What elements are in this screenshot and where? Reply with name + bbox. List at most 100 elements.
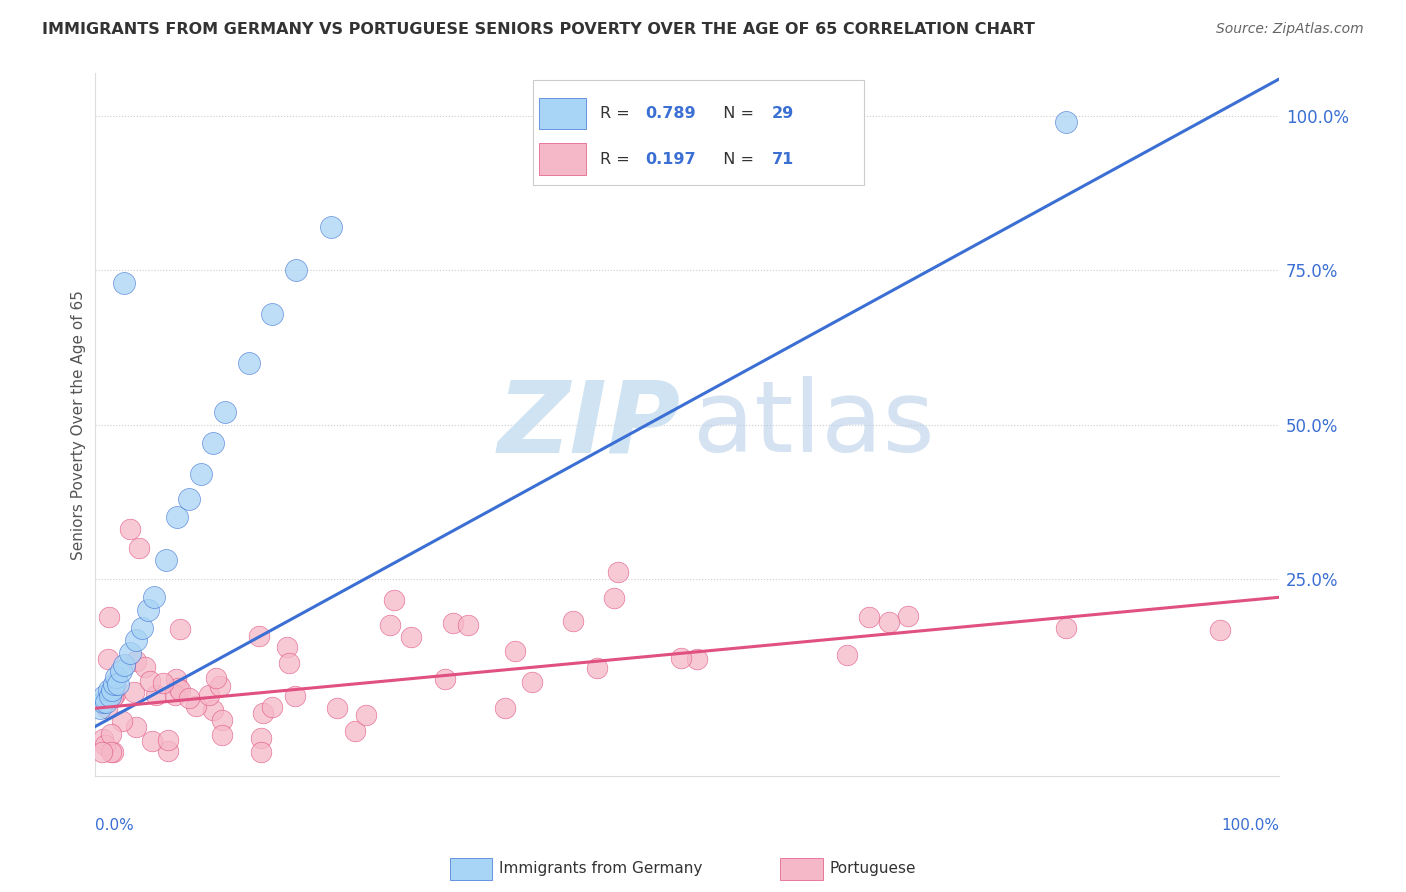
Text: 100.0%: 100.0% <box>1220 818 1279 833</box>
Text: 0.0%: 0.0% <box>94 818 134 833</box>
Text: N =: N = <box>713 152 759 167</box>
Point <box>98 689 121 703</box>
Point <box>136 602 159 616</box>
Point <box>284 263 307 277</box>
Point <box>138 673 160 688</box>
Point <box>100 727 122 741</box>
Point <box>101 691 124 706</box>
Point <box>145 689 167 703</box>
Point <box>262 699 284 714</box>
Point <box>112 658 135 673</box>
Point <box>141 734 163 748</box>
Text: R =: R = <box>600 106 636 121</box>
Text: 0.789: 0.789 <box>645 106 696 121</box>
Point <box>238 356 260 370</box>
Point <box>128 541 150 555</box>
Point <box>198 688 221 702</box>
Y-axis label: Seniors Poverty Over the Age of 65: Seniors Poverty Over the Age of 65 <box>72 290 86 559</box>
Point <box>122 684 145 698</box>
Text: atlas: atlas <box>693 376 934 473</box>
Point <box>326 701 349 715</box>
Point <box>603 591 626 605</box>
Point <box>343 724 366 739</box>
Text: Immigrants from Germany: Immigrants from Germany <box>499 862 703 876</box>
Point <box>124 720 146 734</box>
Point <box>163 688 186 702</box>
Point <box>100 745 122 759</box>
Point <box>457 618 479 632</box>
Point <box>98 609 121 624</box>
Point <box>104 671 127 685</box>
Point <box>96 701 118 715</box>
Point <box>142 591 165 605</box>
Point <box>354 708 377 723</box>
Point <box>101 682 124 697</box>
Point <box>561 614 583 628</box>
Point <box>179 491 201 506</box>
Point <box>125 633 148 648</box>
Point <box>169 682 191 697</box>
Point <box>155 553 177 567</box>
Point <box>835 648 858 663</box>
Point <box>91 732 114 747</box>
Text: R =: R = <box>600 152 636 167</box>
Point <box>201 703 224 717</box>
Point <box>120 523 142 537</box>
Point <box>91 745 114 759</box>
Text: Portuguese: Portuguese <box>830 862 917 876</box>
Point <box>503 644 526 658</box>
Point <box>89 701 111 715</box>
Point <box>441 616 464 631</box>
Point <box>157 744 180 758</box>
Point <box>110 665 132 679</box>
Point <box>897 608 920 623</box>
Point <box>111 714 134 728</box>
Point <box>131 621 153 635</box>
Point <box>214 405 236 419</box>
Point <box>184 698 207 713</box>
Point <box>166 510 188 524</box>
Point <box>97 682 120 697</box>
Point <box>671 651 693 665</box>
Point <box>858 609 880 624</box>
Point <box>107 676 129 690</box>
Text: IMMIGRANTS FROM GERMANY VS PORTUGUESE SENIORS POVERTY OVER THE AGE OF 65 CORRELA: IMMIGRANTS FROM GERMANY VS PORTUGUESE SE… <box>42 22 1035 37</box>
Point <box>125 654 148 668</box>
Point <box>1208 623 1230 637</box>
Text: 0.197: 0.197 <box>645 152 696 167</box>
Text: ZIP: ZIP <box>498 376 681 473</box>
Point <box>247 629 270 643</box>
Point <box>93 689 115 703</box>
Point <box>211 713 233 727</box>
FancyBboxPatch shape <box>533 80 865 186</box>
Point <box>399 630 422 644</box>
Point <box>94 739 117 753</box>
Text: 29: 29 <box>772 106 794 121</box>
Text: Source: ZipAtlas.com: Source: ZipAtlas.com <box>1216 22 1364 37</box>
Point <box>382 592 405 607</box>
Point <box>91 695 114 709</box>
Point <box>208 679 231 693</box>
Point <box>250 745 273 759</box>
Point <box>284 690 307 704</box>
Point <box>179 690 201 705</box>
Text: N =: N = <box>713 106 759 121</box>
Point <box>606 565 628 579</box>
Point <box>262 307 284 321</box>
FancyBboxPatch shape <box>538 144 586 175</box>
Point <box>165 672 187 686</box>
Point <box>249 731 271 745</box>
Point <box>211 728 233 742</box>
Point <box>494 701 516 715</box>
Point <box>156 733 179 747</box>
Point <box>877 615 900 629</box>
Point <box>120 646 142 660</box>
Point <box>321 220 343 235</box>
Point <box>101 745 124 759</box>
Point <box>276 640 298 654</box>
Point <box>685 652 707 666</box>
Point <box>112 276 135 290</box>
Point <box>434 673 457 687</box>
Point <box>101 690 124 705</box>
Point <box>1054 621 1077 635</box>
